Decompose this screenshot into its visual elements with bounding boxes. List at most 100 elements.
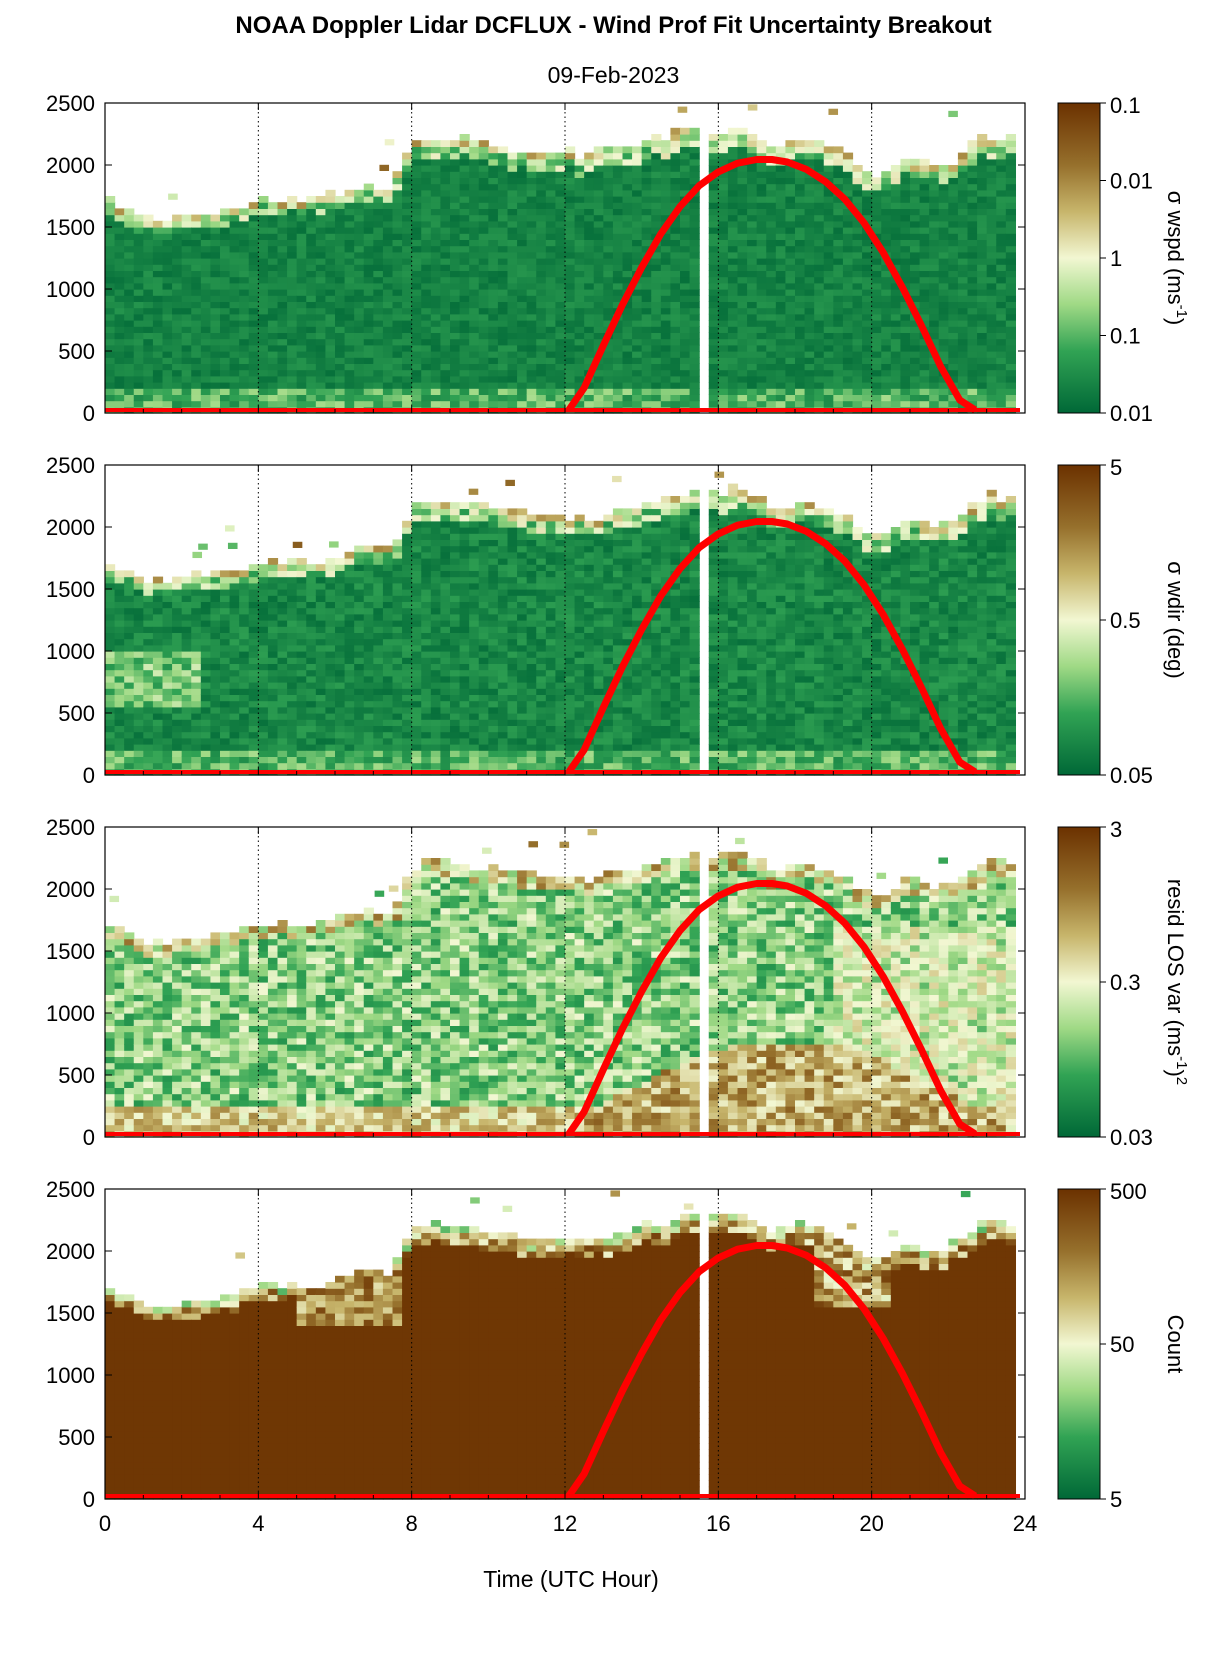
heatmap-cell xyxy=(919,400,930,408)
heatmap-cell xyxy=(450,351,461,358)
heatmap-cell xyxy=(881,233,892,240)
heatmap-cell xyxy=(881,382,892,389)
heatmap-cell xyxy=(593,313,604,321)
heatmap-cell xyxy=(335,202,346,209)
heatmap-cell xyxy=(229,363,240,371)
heatmap-cell xyxy=(910,202,921,209)
heatmap-cell xyxy=(852,189,863,197)
heatmap-cell xyxy=(517,233,528,240)
heatmap-cell xyxy=(363,632,374,640)
heatmap-cell xyxy=(526,301,537,309)
heatmap-cell xyxy=(967,344,978,352)
heatmap-cell xyxy=(114,719,125,726)
heatmap-cell xyxy=(114,682,125,689)
heatmap-cell xyxy=(545,258,557,265)
heatmap-cell xyxy=(287,564,298,571)
heatmap-cell xyxy=(421,233,432,240)
heatmap-cell xyxy=(172,344,183,352)
heatmap-cell xyxy=(315,663,327,671)
heatmap-cell xyxy=(660,369,672,377)
heatmap-cell xyxy=(881,351,892,358)
heatmap-cell xyxy=(430,264,442,271)
heatmap-cell xyxy=(239,706,250,714)
heatmap-cell xyxy=(612,189,624,197)
heatmap-cell xyxy=(258,750,269,757)
heatmap-cell xyxy=(296,400,307,408)
heatmap-cell xyxy=(478,313,489,321)
heatmap-cell xyxy=(325,326,336,333)
heatmap-cell xyxy=(555,295,566,302)
heatmap-cell xyxy=(459,301,470,309)
heatmap-cell xyxy=(430,208,442,216)
heatmap-cell xyxy=(603,158,614,166)
heatmap-cell xyxy=(152,644,164,652)
heatmap-cell xyxy=(469,245,480,253)
heatmap-cell xyxy=(795,307,806,315)
heatmap-cell xyxy=(900,227,911,234)
heatmap-cell xyxy=(287,388,298,395)
heatmap-cell xyxy=(373,239,384,247)
heatmap-cell xyxy=(210,233,221,240)
heatmap-cell xyxy=(632,171,643,178)
heatmap-cell xyxy=(660,146,672,154)
heatmap-cell xyxy=(852,344,863,352)
heatmap-cell xyxy=(565,301,576,309)
heatmap-cell xyxy=(1005,158,1017,166)
heatmap-cell xyxy=(804,363,815,371)
heatmap-cell xyxy=(651,220,662,228)
heatmap-cell xyxy=(220,375,231,383)
heatmap-cell xyxy=(641,208,652,216)
heatmap-cell xyxy=(373,295,384,302)
heatmap-cell xyxy=(248,375,259,383)
heatmap-cell xyxy=(172,320,183,327)
heatmap-cell xyxy=(603,264,614,271)
heatmap-cell xyxy=(382,713,394,720)
heatmap-cell xyxy=(306,233,317,240)
heatmap-cell xyxy=(267,332,279,340)
heatmap-cell xyxy=(890,344,902,352)
heatmap-cell xyxy=(363,357,374,364)
heatmap-cell xyxy=(411,682,422,689)
heatmap-cell xyxy=(220,245,231,253)
heatmap-cell xyxy=(229,669,240,677)
heatmap-cell xyxy=(306,620,317,627)
heatmap-cell xyxy=(497,276,509,284)
heatmap-cell xyxy=(411,663,422,671)
heatmap-cell xyxy=(814,326,825,333)
heatmap-cell xyxy=(929,183,940,191)
heatmap-cell xyxy=(315,576,327,584)
heatmap-cell xyxy=(996,375,1007,383)
heatmap-cell xyxy=(459,338,470,346)
heatmap-cell xyxy=(220,394,231,402)
heatmap-cell xyxy=(890,233,902,240)
heatmap-cell xyxy=(296,270,307,278)
heatmap-cell xyxy=(392,202,403,209)
heatmap-cell xyxy=(315,270,327,278)
heatmap-cell xyxy=(881,276,892,284)
heatmap-cell xyxy=(919,233,930,240)
heatmap-cell xyxy=(181,338,192,346)
heatmap-cell xyxy=(747,388,758,395)
heatmap-cell xyxy=(105,669,116,677)
heatmap-cell xyxy=(277,719,288,726)
heatmap-cell xyxy=(766,202,777,209)
heatmap-cell xyxy=(229,270,240,278)
heatmap-cell xyxy=(612,165,624,172)
heatmap-cell xyxy=(1005,258,1017,265)
heatmap-cell xyxy=(526,227,537,234)
heatmap-cell xyxy=(507,301,518,309)
heatmap-cell xyxy=(296,357,307,364)
heatmap-cell xyxy=(718,239,729,247)
heatmap-cell xyxy=(766,369,777,377)
heatmap-cell xyxy=(392,675,403,683)
heatmap-cell xyxy=(267,570,279,578)
heatmap-cell xyxy=(890,320,902,327)
heatmap-cell xyxy=(996,258,1007,265)
heatmap-cell xyxy=(862,177,873,185)
heatmap-cell xyxy=(593,189,604,197)
heatmap-cell xyxy=(363,344,374,352)
heatmap-cell xyxy=(469,146,480,154)
heatmap-cell xyxy=(890,388,902,395)
heatmap-cell xyxy=(296,332,307,340)
